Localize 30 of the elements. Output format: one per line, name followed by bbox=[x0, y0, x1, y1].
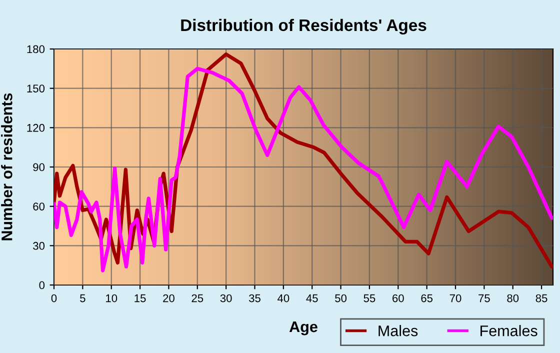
legend-label: Males bbox=[378, 325, 418, 336]
x-tick-label: 0 bbox=[51, 294, 57, 302]
y-tick-label: 120 bbox=[27, 124, 45, 132]
chart-title: Distribution of Residents' Ages bbox=[181, 18, 426, 34]
x-tick-label: 85 bbox=[536, 294, 548, 302]
y-tick-label: 30 bbox=[33, 242, 45, 250]
x-tick-label: 75 bbox=[478, 294, 490, 302]
x-tick-label: 50 bbox=[335, 294, 347, 302]
x-tick-label: 45 bbox=[306, 294, 318, 302]
x-tick-label: 40 bbox=[278, 294, 290, 302]
x-tick-label: 35 bbox=[248, 294, 260, 302]
x-tick-label: 80 bbox=[507, 294, 519, 302]
x-tick-label: 60 bbox=[392, 294, 404, 302]
legend-label: Females bbox=[480, 325, 538, 336]
x-tick-label: 25 bbox=[192, 294, 204, 302]
x-axis-title: Age bbox=[289, 322, 318, 336]
y-tick-label: 0 bbox=[39, 281, 45, 290]
x-tick-label: 30 bbox=[220, 294, 232, 302]
x-tick-label: 15 bbox=[134, 294, 146, 302]
x-tick-label: 20 bbox=[163, 294, 174, 302]
y-tick-label: 60 bbox=[33, 202, 45, 210]
y-tick-label: 180 bbox=[27, 45, 45, 54]
x-tick-label: 5 bbox=[80, 294, 86, 302]
y-axis-title: Number of residents bbox=[1, 93, 12, 240]
y-tick-label: 150 bbox=[27, 84, 45, 92]
y-tick-label: 90 bbox=[33, 163, 45, 172]
x-tick-label: 70 bbox=[450, 294, 462, 302]
x-tick-label: 10 bbox=[106, 294, 118, 302]
x-tick-label: 65 bbox=[421, 294, 433, 302]
x-tick-label: 55 bbox=[364, 294, 376, 302]
